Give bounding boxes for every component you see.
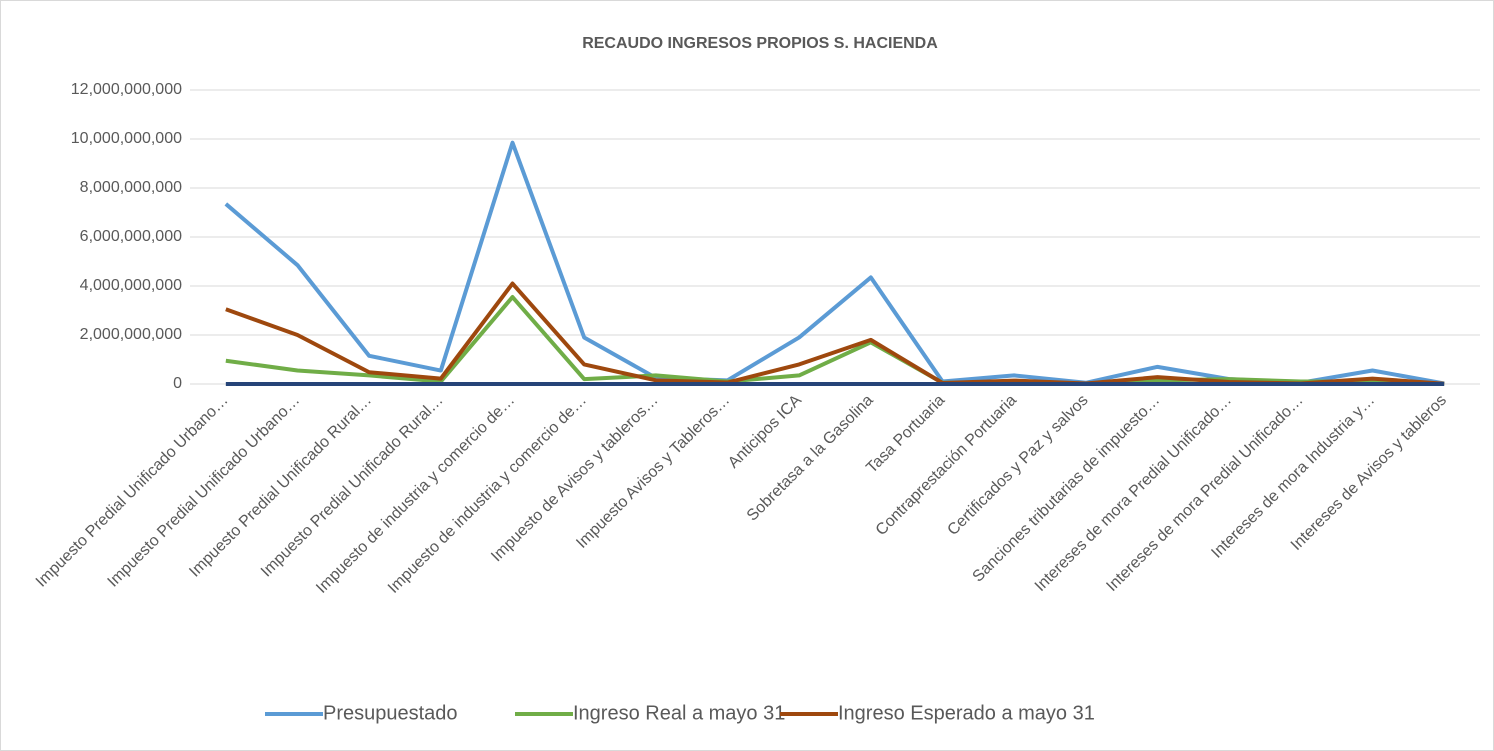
y-tick-label: 12,000,000,000 [71,81,182,98]
y-tick-label: 2,000,000,000 [80,326,182,343]
y-tick-label: 8,000,000,000 [80,179,182,196]
series-line [225,295,1445,386]
chart-title: RECAUDO INGRESOS PROPIOS S. HACIENDA [582,35,938,52]
legend-label: Ingreso Esperado a mayo 31 [838,702,1095,724]
y-tick-label: 4,000,000,000 [80,277,182,294]
y-tick-label: 6,000,000,000 [80,228,182,245]
legend-label: Presupuestado [323,702,458,724]
y-tick-label: 0 [173,375,182,392]
y-tick-label: 10,000,000,000 [71,130,182,147]
legend-label: Ingreso Real a mayo 31 [573,702,785,724]
